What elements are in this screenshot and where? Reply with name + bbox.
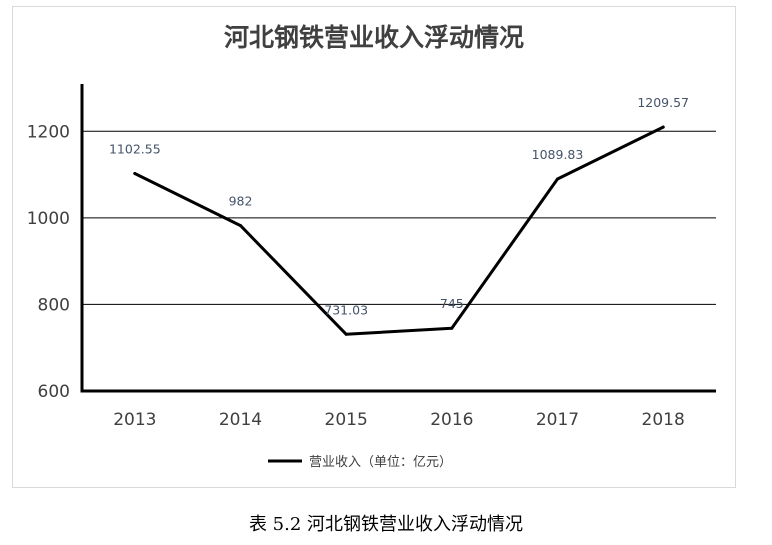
data-point-2015 <box>344 332 348 336</box>
y-tick-label-1000: 1000 <box>27 209 70 229</box>
x-tick-label-2018: 2018 <box>642 410 685 430</box>
data-point-2013 <box>133 171 137 175</box>
data-label-2018: 1209.57 <box>637 95 689 110</box>
data-label-2017: 1089.83 <box>532 147 584 162</box>
x-tick-label-2015: 2015 <box>325 410 368 430</box>
y-tick-label-600: 600 <box>38 382 70 402</box>
data-label-2015: 731.03 <box>324 302 368 317</box>
x-tick-label-2017: 2017 <box>536 410 579 430</box>
chart-frame <box>12 6 736 488</box>
series-line-0 <box>133 125 665 336</box>
data-label-2016: 745 <box>440 296 464 311</box>
y-tick-label-800: 800 <box>38 295 70 315</box>
data-point-2016 <box>450 326 454 330</box>
chart-title: 河北钢铁营业收入浮动情况 <box>224 23 524 52</box>
figure-caption: 表 5.2 河北钢铁营业收入浮动情况 <box>248 514 524 535</box>
x-tick-label-2013: 2013 <box>113 410 156 430</box>
legend-label: 营业收入（单位：亿元） <box>309 455 452 470</box>
data-point-2014 <box>239 224 242 228</box>
data-label-2013: 1102.55 <box>109 141 161 156</box>
data-label-2014: 982 <box>229 194 253 209</box>
x-tick-label-2014: 2014 <box>219 410 262 430</box>
x-tick-label-2016: 2016 <box>430 410 473 430</box>
data-point-2017 <box>556 177 559 181</box>
y-tick-label-1200: 1200 <box>27 122 70 142</box>
data-point-2018 <box>661 125 665 129</box>
